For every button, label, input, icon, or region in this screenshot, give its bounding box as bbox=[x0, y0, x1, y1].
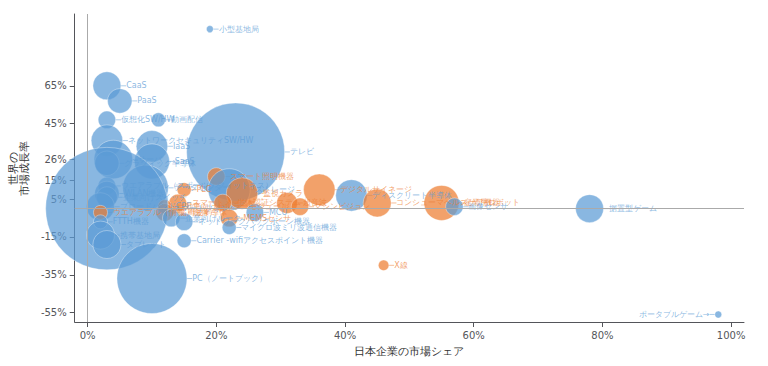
svg-text:スマート照明機器: スマート照明機器 bbox=[230, 172, 294, 181]
svg-text:CaaS: CaaS bbox=[126, 81, 146, 90]
svg-text:45%: 45% bbox=[45, 118, 67, 129]
svg-text:PaaS: PaaS bbox=[137, 96, 156, 105]
svg-text:携帯基地局: 携帯基地局 bbox=[120, 231, 160, 240]
svg-text:PLC: PLC bbox=[196, 185, 211, 194]
svg-text:100%: 100% bbox=[717, 330, 746, 341]
svg-text:ポータブルゲーム→: ポータブルゲーム→ bbox=[639, 310, 710, 319]
svg-text:-35%: -35% bbox=[41, 269, 67, 280]
svg-text:20%: 20% bbox=[205, 330, 227, 341]
svg-text:IaaS: IaaS bbox=[173, 142, 190, 151]
svg-text:動画配信: 動画配信 bbox=[171, 115, 203, 124]
svg-text:タブレット: タブレット bbox=[126, 240, 166, 249]
svg-text:マシンビジョン: マシンビジョン bbox=[314, 202, 370, 211]
svg-text:監視カメラ: 監視カメラ bbox=[263, 189, 303, 198]
svg-text:-55%: -55% bbox=[41, 307, 67, 318]
svg-text:ネットワークセキュリティSW/HW: ネットワークセキュリティSW/HW bbox=[128, 136, 254, 145]
svg-text:マイクロ波ミリ波通信機器: マイクロ波ミリ波通信機器 bbox=[241, 223, 337, 232]
svg-text:65%: 65% bbox=[45, 80, 67, 91]
svg-text:グラフィック半導体: グラフィック半導体 bbox=[124, 159, 196, 168]
svg-text:Carrier -wifiアクセスポイント機器: Carrier -wifiアクセスポイント機器 bbox=[196, 236, 323, 245]
svg-text:市場成長率: 市場成長率 bbox=[18, 141, 31, 196]
svg-text:40%: 40% bbox=[334, 330, 356, 341]
svg-text:テレビ: テレビ bbox=[290, 147, 315, 156]
svg-text:0%: 0% bbox=[80, 330, 96, 341]
svg-text:80%: 80% bbox=[591, 330, 613, 341]
svg-text:60%: 60% bbox=[463, 330, 485, 341]
svg-text:X線: X線 bbox=[394, 261, 407, 270]
svg-text:FTTH機器: FTTH機器 bbox=[113, 217, 149, 226]
svg-text:画像センサ: 画像センサ bbox=[468, 202, 508, 211]
svg-text:小型基地局: 小型基地局 bbox=[219, 25, 259, 34]
svg-text:PC（ノートブック）: PC（ノートブック） bbox=[192, 274, 266, 283]
svg-text:日本企業の市場シェア: 日本企業の市場シェア bbox=[354, 345, 464, 358]
svg-text:企業向けスイッチ: 企業向けスイッチ bbox=[123, 193, 187, 202]
svg-text:26%: 26% bbox=[45, 154, 67, 165]
svg-text:仮想化SW/HW: 仮想化SW/HW bbox=[121, 115, 175, 124]
